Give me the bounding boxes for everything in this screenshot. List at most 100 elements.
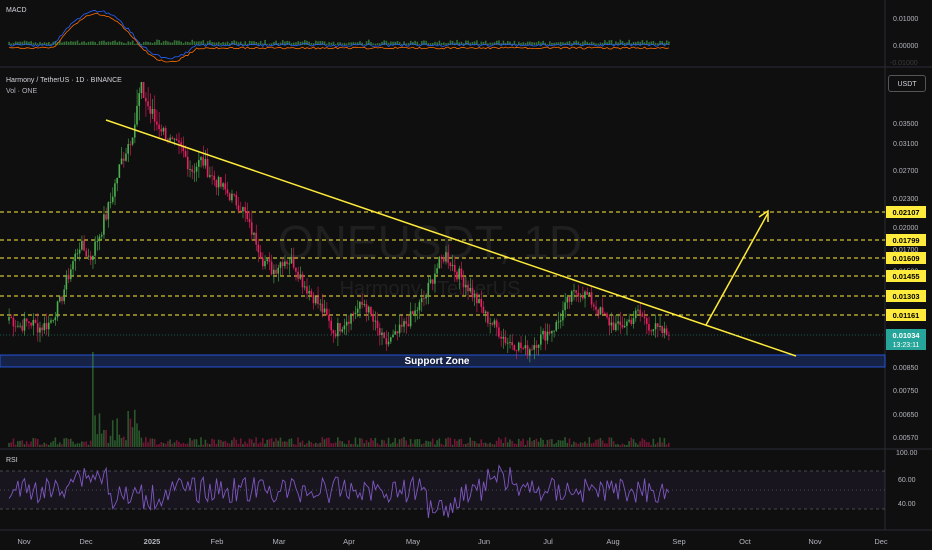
macd-histogram-bar	[533, 42, 536, 45]
candle-body	[628, 319, 630, 322]
candle-body	[76, 253, 79, 255]
volume-bar	[92, 352, 94, 447]
macd-histogram-bar	[273, 41, 275, 45]
volume-bar	[445, 438, 447, 447]
candle-body	[65, 274, 68, 290]
volume-bar	[85, 441, 88, 447]
currency-button[interactable]: USDT	[888, 75, 926, 92]
candle-body	[310, 290, 313, 295]
macd-histogram-bar	[308, 41, 311, 45]
current-price-tag	[886, 329, 926, 350]
candle-body	[597, 309, 599, 315]
descending-trendline[interactable]	[105, 119, 797, 357]
candle-body	[348, 321, 350, 324]
candle-body	[34, 320, 37, 324]
macd-histogram-bar	[191, 39, 194, 45]
candle-body	[215, 180, 218, 188]
candle-body	[167, 139, 169, 141]
candle-body	[535, 345, 538, 348]
candle-body	[19, 325, 21, 327]
volume-label[interactable]: Vol · ONE	[6, 88, 38, 95]
macd-histogram-bar	[646, 40, 648, 45]
candle-body	[491, 323, 494, 325]
volume-bar	[202, 444, 204, 447]
macd-histogram-bar	[83, 41, 85, 45]
symbol-title[interactable]: Harmony / TetherUS · 1D · BINANCE	[6, 77, 122, 84]
volume-bar	[460, 438, 463, 447]
macd-histogram-bar	[657, 43, 659, 45]
level-tag	[886, 270, 926, 282]
volume-bar	[577, 443, 580, 447]
volume-bar	[511, 440, 513, 447]
volume-bar	[513, 443, 516, 447]
volume-bar	[200, 437, 202, 447]
candle-body	[308, 290, 310, 294]
macd-histogram-bar	[193, 41, 196, 45]
volume-bar	[21, 440, 24, 447]
volume-bar	[495, 440, 498, 447]
macd-histogram-bar	[120, 41, 123, 45]
price-tick: 0.02000	[893, 225, 918, 232]
macd-label[interactable]: MACD	[6, 7, 27, 14]
level-tag-value: 0.01799	[892, 236, 919, 245]
volume-bar	[147, 442, 149, 447]
macd-histogram-bar	[149, 42, 152, 45]
rsi-label[interactable]: RSI	[6, 457, 18, 464]
candle-body	[409, 311, 412, 327]
volume-bar	[619, 444, 622, 447]
candle-body	[568, 297, 571, 302]
macd-histogram-bar	[557, 42, 560, 45]
macd-histogram-bar	[348, 42, 350, 45]
macd-histogram-bar	[98, 41, 101, 45]
candle-body	[257, 244, 260, 253]
candle-body	[50, 320, 52, 323]
candle-body	[341, 329, 344, 332]
candle-body	[45, 323, 48, 330]
volume-bar	[458, 439, 460, 447]
volume-bar	[58, 442, 61, 447]
macd-histogram-bar	[372, 43, 375, 45]
macd-histogram-bar	[52, 41, 55, 45]
macd-histogram-bar	[228, 43, 231, 45]
macd-histogram-bar	[266, 43, 269, 45]
candle-body	[21, 325, 24, 331]
macd-histogram-bar	[295, 42, 297, 45]
candle-body	[606, 313, 608, 318]
candle-body	[442, 257, 445, 262]
volume-bar	[451, 444, 454, 447]
volume-bar	[509, 439, 511, 447]
candle-body	[551, 330, 553, 334]
macd-histogram-bar	[12, 42, 15, 45]
macd-histogram-bar	[643, 42, 646, 45]
macd-histogram-bar	[41, 43, 44, 45]
volume-bar	[209, 444, 211, 447]
macd-histogram-bar	[462, 43, 465, 45]
support-zone[interactable]	[0, 354, 886, 368]
volume-bar	[129, 418, 132, 447]
volume-bar	[180, 443, 182, 447]
macd-histogram-bar	[504, 42, 507, 45]
volume-bar	[244, 441, 246, 447]
volume-bar	[250, 439, 253, 447]
macd-histogram-bar	[153, 42, 156, 45]
volume-bar	[608, 437, 611, 447]
macd-histogram-bar	[67, 41, 70, 45]
volume-bar	[334, 442, 337, 447]
candle-body	[156, 121, 158, 125]
macd-histogram-bar	[502, 40, 505, 45]
projection-arrow[interactable]	[705, 209, 769, 326]
candle-body	[495, 320, 498, 328]
candle-body	[217, 176, 220, 188]
macd-histogram-bar	[45, 42, 48, 45]
macd-histogram-bar	[160, 42, 163, 45]
macd-histogram-bar	[579, 43, 582, 45]
volume-bar	[153, 439, 156, 447]
volume-bar	[306, 443, 308, 447]
volume-bar	[107, 442, 110, 447]
macd-histogram-bar	[184, 41, 187, 45]
volume-bar	[595, 439, 597, 447]
macd-histogram-bar	[255, 42, 258, 45]
macd-histogram-bar	[650, 41, 653, 45]
